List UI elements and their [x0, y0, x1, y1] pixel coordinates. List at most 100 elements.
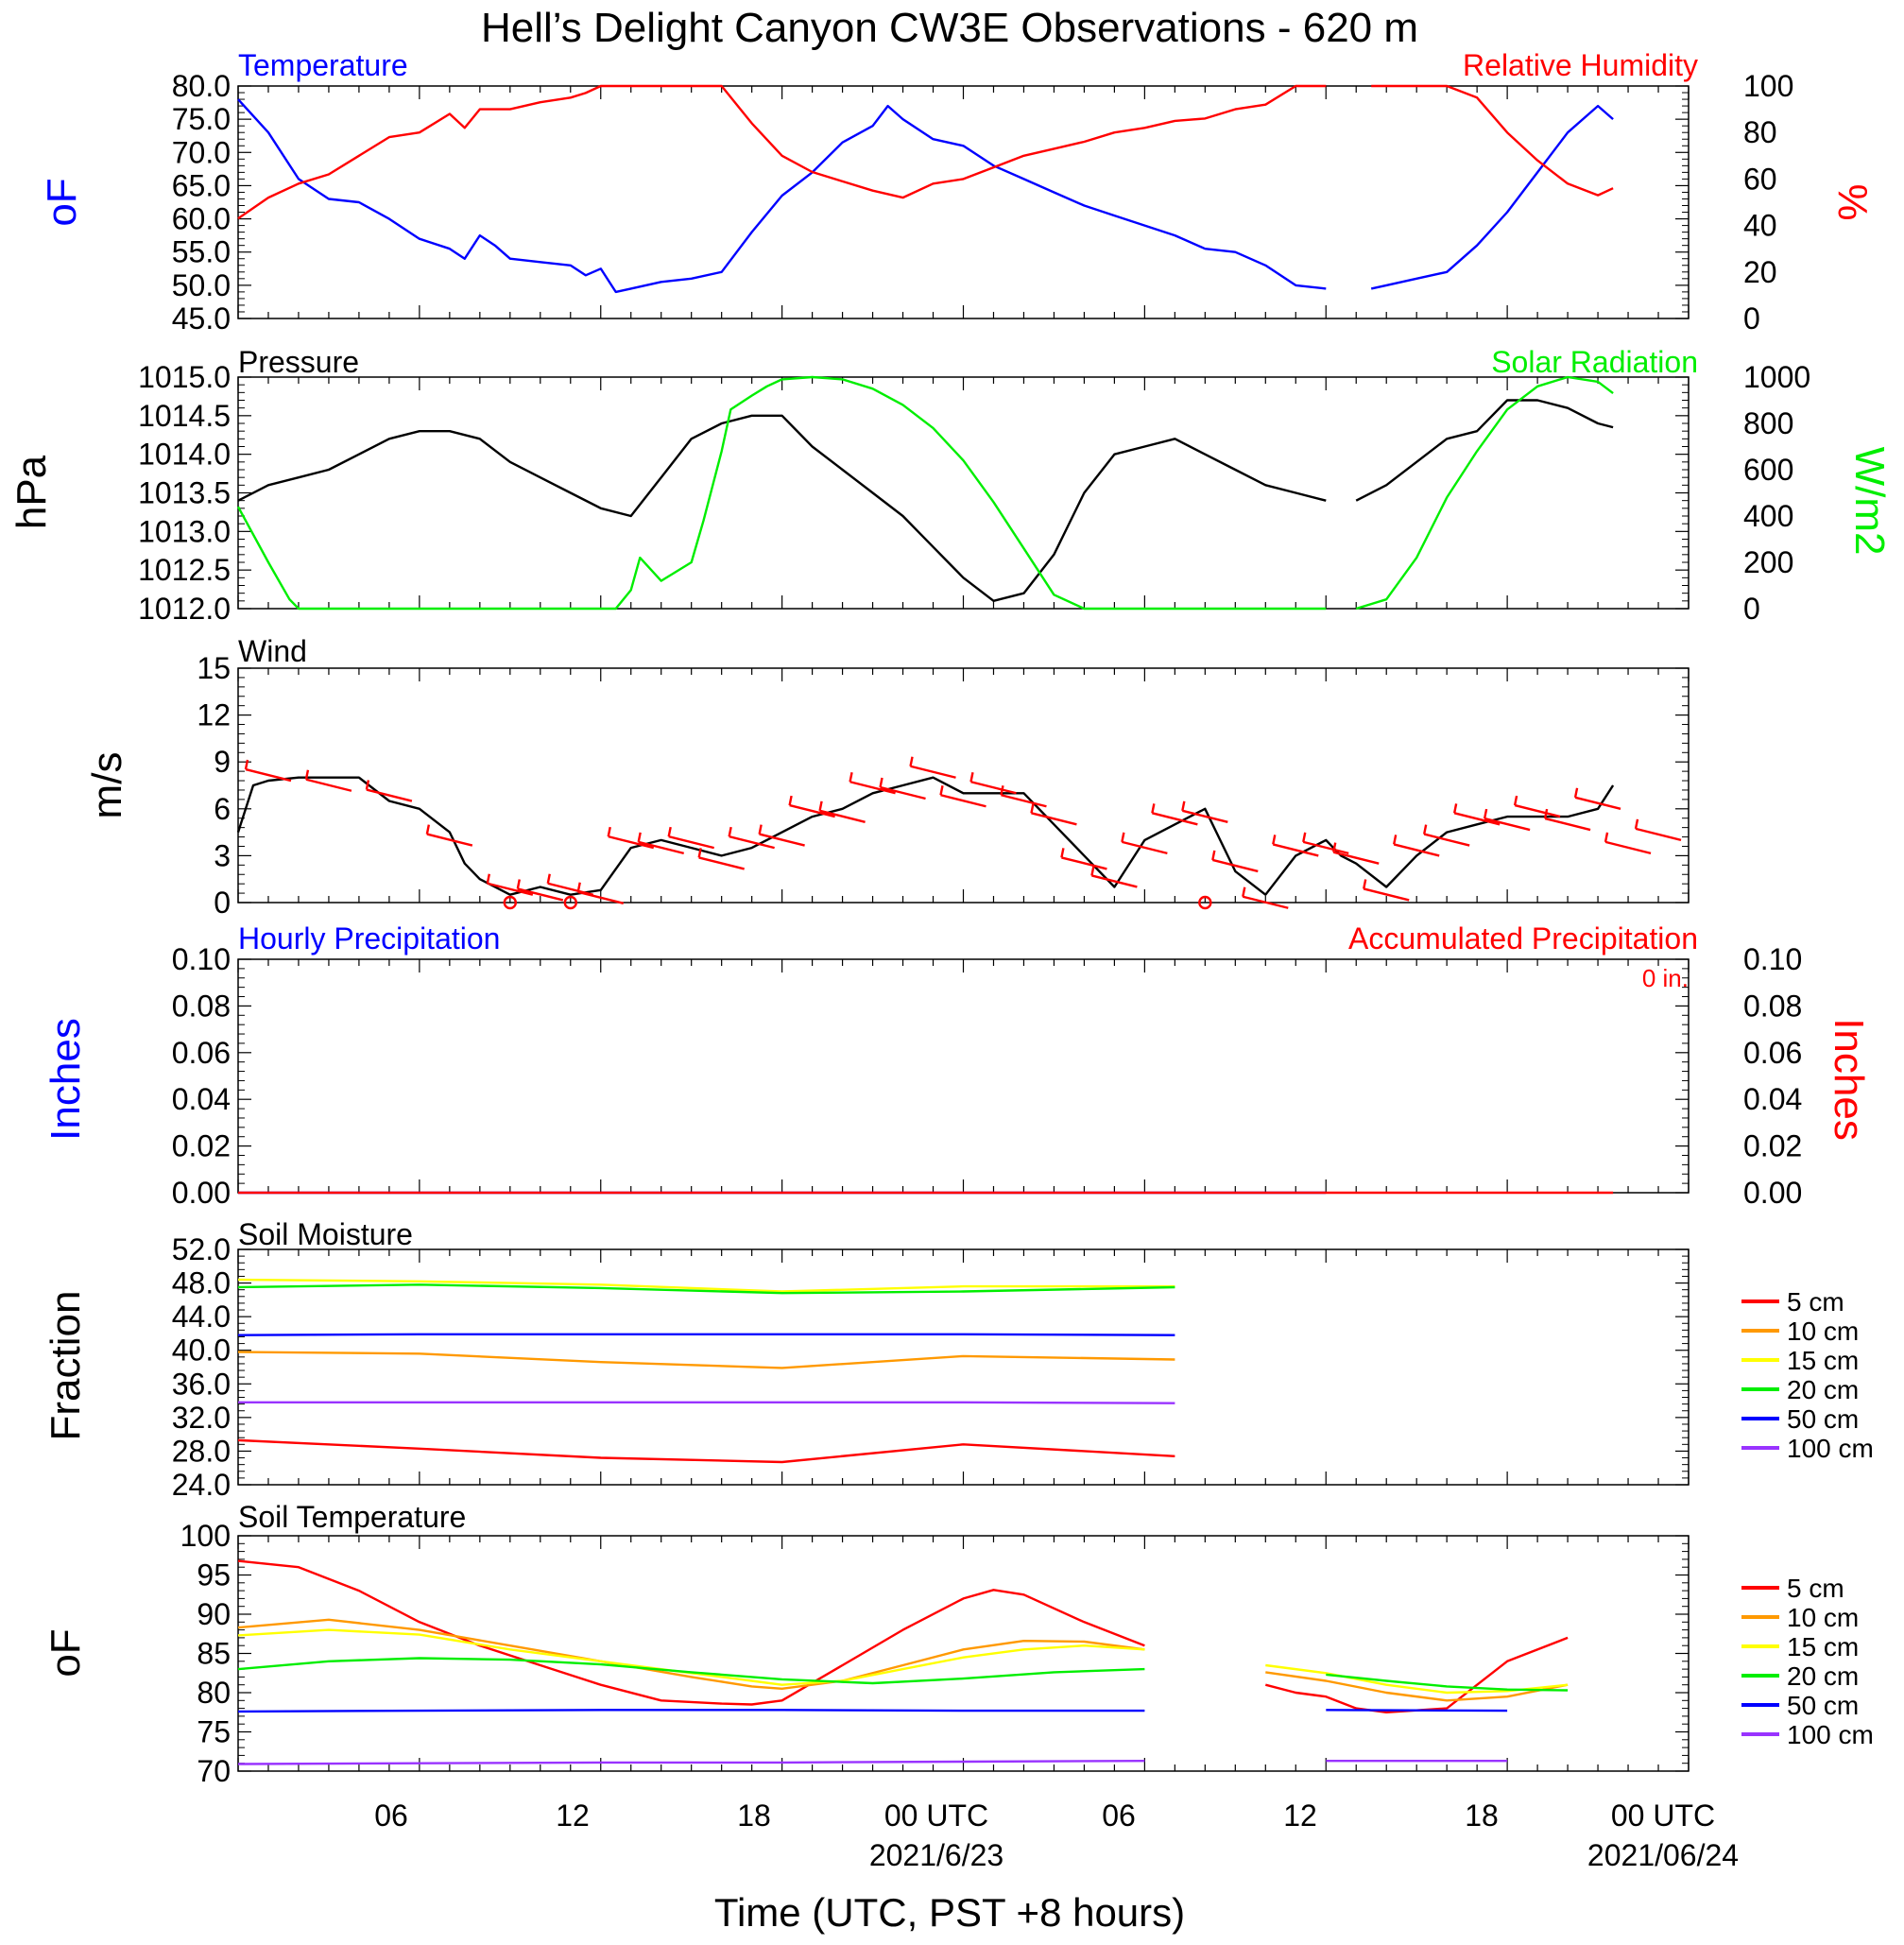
y-tick-label: 9	[214, 745, 231, 779]
wind-barb	[1543, 808, 1549, 819]
series-line	[1370, 104, 1614, 290]
wind-barb	[1393, 843, 1440, 857]
y-tick-label: 0.04	[172, 1082, 231, 1116]
wind-barb	[576, 882, 581, 893]
y-tick-label: 40.0	[172, 1334, 231, 1368]
wind-barb	[1090, 866, 1095, 876]
wind-barb	[1393, 835, 1398, 845]
panel-title-soil-temperature: Soil Temperature	[238, 1500, 466, 1534]
y-tick-label: 60.0	[172, 202, 231, 236]
x-tick-label: 06	[374, 1799, 408, 1833]
axis-label-wm2: W/m2	[1846, 447, 1893, 556]
y-tick-label: 80.0	[172, 69, 231, 103]
y-ticks-accumulated-precip: 0.10 0.08 0.06 0.04 0.02 0.00	[1743, 942, 1802, 1210]
plot-wind	[236, 667, 1690, 910]
y-tick-label: 70	[197, 1754, 231, 1788]
y-ticks-pressure: 1015.0 1014.5 1014.0 1013.5 1013.0 1012.5 1012…	[138, 360, 1689, 626]
y-tick-label: 1013.5	[138, 476, 231, 510]
wind-barb	[608, 835, 655, 850]
panel-wind: Wind m/s 15 12 9 6 3 0	[84, 634, 1690, 920]
y-ticks-temperature: 80.075.070.065.060.055.050.045.0	[172, 69, 1689, 336]
y-tick-label: 40	[1743, 209, 1777, 243]
wind-barb	[1423, 833, 1470, 847]
y-tick-label: 1015.0	[138, 360, 231, 394]
axis-label-soil-fahrenheit: oF	[43, 1628, 89, 1677]
y-tick-label: 1000	[1743, 360, 1810, 394]
y-tick-label: 800	[1743, 406, 1793, 440]
panel-title-accumulated-precipitation: Accumulated Precipitation	[1348, 921, 1698, 955]
wind-barb	[1483, 808, 1488, 819]
wind-barb	[1302, 832, 1307, 843]
wind-barb	[667, 826, 672, 837]
wind-barb	[698, 856, 745, 870]
y-tick-label: 12	[197, 698, 231, 732]
y-ticks-solar-radiation: 1000 800 600 400 200 0	[1743, 360, 1810, 626]
legend-label: 20 cm	[1787, 1375, 1859, 1404]
y-tick-label: 75	[197, 1715, 231, 1749]
y-tick-label: 0	[1743, 592, 1760, 626]
wind-barb	[1272, 835, 1277, 845]
wind-barb	[788, 795, 793, 806]
calm-wind-marker	[563, 895, 577, 910]
panel-title-solar-radiation: Solar Radiation	[1491, 345, 1698, 379]
axis-label-inches-left: Inches	[43, 1018, 89, 1141]
y-ticks-soil-temperature: 100 95 90 85 80 75 70	[180, 1519, 1689, 1788]
wind-barb	[909, 756, 914, 766]
wind-barb	[849, 781, 896, 795]
wind-barb	[1182, 809, 1228, 823]
wind-barb	[1212, 858, 1259, 873]
wind-barb	[365, 780, 370, 790]
wind-barb	[245, 767, 292, 783]
wind-barb	[304, 769, 310, 780]
wind-barb	[425, 824, 431, 835]
wind-barb	[969, 772, 974, 783]
y-tick-label: 24.0	[172, 1468, 231, 1502]
wind-barb	[305, 778, 352, 792]
x-date-label: 2021/06/24	[1587, 1838, 1739, 1872]
wind-barb	[1091, 874, 1138, 888]
y-tick-label: 100	[1743, 69, 1793, 103]
wind-barb	[1544, 817, 1591, 832]
axis-label-percent: %	[1829, 183, 1876, 220]
series-line	[1355, 375, 1614, 611]
legend-label: 15 cm	[1787, 1346, 1859, 1375]
series-line	[1265, 1671, 1569, 1702]
wind-barb	[759, 833, 805, 847]
y-tick-label: 0	[214, 886, 231, 920]
x-date-label: 2021/6/23	[869, 1838, 1003, 1872]
series-line	[236, 375, 1327, 611]
y-tick-label: 48.0	[172, 1266, 231, 1300]
wind-barb	[728, 826, 732, 837]
legend-label: 5 cm	[1787, 1287, 1844, 1317]
y-tick-label: 52.0	[172, 1232, 231, 1266]
y-tick-label: 3	[214, 838, 231, 872]
y-tick-label: 600	[1743, 453, 1793, 487]
series-line	[237, 414, 1327, 602]
wind-barb	[970, 781, 1017, 795]
x-tick-label: 12	[1283, 1799, 1317, 1833]
y-tick-label: 50.0	[172, 268, 231, 302]
x-axis-title: Time (UTC, PST +8 hours)	[714, 1890, 1185, 1935]
y-tick-label: 200	[1743, 545, 1793, 579]
wind-barb	[1302, 840, 1349, 855]
wind-barb	[1574, 796, 1621, 810]
wind-barb	[940, 794, 986, 808]
y-tick-label: 0.08	[172, 989, 231, 1023]
wind-barb	[1151, 803, 1156, 814]
y-tick-label: 55.0	[172, 235, 231, 269]
legend-label: 10 cm	[1787, 1603, 1859, 1632]
plot-precipitation	[237, 958, 1690, 1195]
series-line	[237, 1278, 1175, 1293]
y-tick-label: 0.04	[1743, 1082, 1802, 1116]
y-tick-label: 1014.0	[138, 438, 231, 472]
wind-barb	[1634, 818, 1639, 830]
y-tick-label: 32.0	[172, 1401, 231, 1435]
x-tick-label: 12	[556, 1799, 590, 1833]
wind-barb	[516, 879, 521, 889]
x-tick-label: 00 UTC	[1611, 1799, 1715, 1833]
y-tick-label: 0.02	[172, 1129, 231, 1163]
y-tick-label: 0	[1743, 301, 1760, 336]
axis-label-ms: m/s	[84, 752, 130, 819]
series-line	[237, 1760, 1145, 1765]
